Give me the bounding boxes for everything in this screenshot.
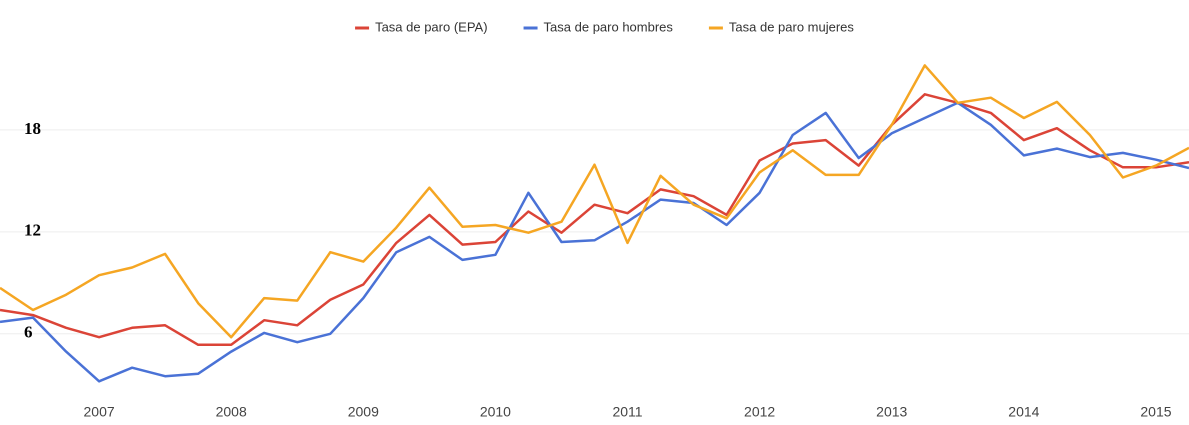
x-tick-label: 2011 (612, 404, 642, 420)
x-tick-label: 2012 (744, 404, 775, 420)
series-line (0, 93, 1189, 347)
x-tick-label: 2013 (876, 404, 907, 420)
y-tick-label: 12 (24, 221, 41, 240)
x-tick-label: 2010 (480, 404, 511, 420)
legend-label: Tasa de paro (EPA) (375, 19, 487, 34)
legend-label: Tasa de paro hombres (544, 19, 674, 34)
series-line (0, 64, 1189, 339)
x-tick-label: 2007 (84, 404, 115, 420)
x-tick-label: 2008 (216, 404, 247, 420)
y-tick-label: 18 (24, 119, 41, 138)
y-tick-label: 6 (24, 323, 33, 342)
series-line (0, 101, 1189, 383)
x-tick-label: 2014 (1008, 404, 1039, 420)
x-tick-label: 2015 (1140, 404, 1171, 420)
legend-label: Tasa de paro mujeres (729, 19, 855, 34)
legend: Tasa de paro (EPA) Tasa de paro hombres Ta… (355, 19, 854, 34)
plot-lines (0, 64, 1189, 383)
x-tick-label: 2009 (348, 404, 379, 420)
